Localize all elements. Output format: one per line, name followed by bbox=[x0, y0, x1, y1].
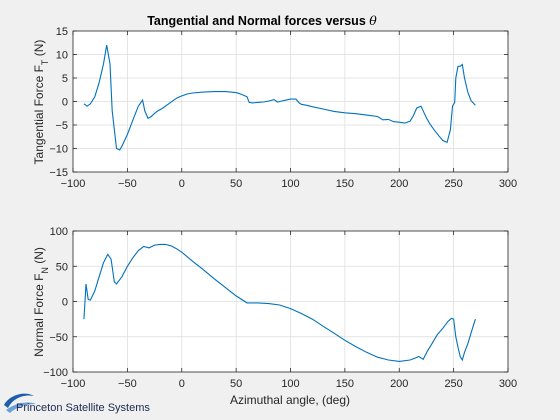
top-y-tick-label: −5 bbox=[55, 120, 68, 132]
bottom-x-tick-label: 50 bbox=[230, 378, 242, 390]
bottom-x-tick-label: −100 bbox=[61, 378, 86, 390]
bottom-y-tick-label: 50 bbox=[56, 261, 68, 273]
logo-swoosh-icon bbox=[4, 393, 34, 408]
top-x-tick-label: 250 bbox=[444, 178, 462, 190]
top-y-tick-label: 15 bbox=[56, 26, 68, 38]
bottom-y-tick-label: −100 bbox=[43, 367, 68, 379]
top-x-tick-label: −100 bbox=[61, 178, 86, 190]
bottom-series-line-f-n bbox=[83, 243, 476, 362]
top-chart-title: Tangential and Normal forces versus θ bbox=[147, 13, 377, 28]
bottom-x-tick-label: 250 bbox=[444, 378, 462, 390]
logo-text: Princeton Satellite Systems bbox=[16, 402, 150, 414]
top-x-tick-label: 50 bbox=[230, 178, 242, 190]
top-x-tick-label: −50 bbox=[118, 178, 137, 190]
bottom-y-tick-label: 0 bbox=[62, 297, 68, 309]
top-y-tick-label: 5 bbox=[62, 73, 68, 85]
top-y-axis-label-sub: T bbox=[40, 59, 50, 65]
bottom-y-axis-label-sub: N bbox=[40, 267, 50, 274]
top-series-line-f-t bbox=[83, 45, 476, 151]
bottom-axes: −100 −50 0 50 100 150 200 250 300 −100 −50 0 50 100 bbox=[43, 226, 517, 390]
bottom-x-tick-label: −50 bbox=[118, 378, 137, 390]
bottom-x-tick-label: 200 bbox=[390, 378, 408, 390]
top-y-axis-label-close: ) bbox=[32, 40, 46, 44]
top-x-tick-label: 150 bbox=[336, 178, 354, 190]
bottom-y-tick-label: 100 bbox=[50, 226, 68, 238]
logo-swoosh-icon-2 bbox=[6, 402, 36, 413]
top-y-tick-label: 10 bbox=[56, 50, 68, 62]
bottom-y-axis-label-close: ) bbox=[32, 247, 46, 251]
top-y-tick-label: −15 bbox=[49, 167, 68, 179]
bottom-x-tick-label: 100 bbox=[281, 378, 299, 390]
bottom-x-tick-label: 300 bbox=[499, 378, 517, 390]
top-y-axis-label: Tangential Force FT (N) bbox=[32, 40, 50, 165]
top-y-tick-label: −10 bbox=[49, 144, 68, 156]
top-x-tick-label: 200 bbox=[390, 178, 408, 190]
top-y-tick-label: 0 bbox=[62, 97, 68, 109]
bottom-y-axis-label: Normal Force FN (N) bbox=[32, 247, 50, 357]
top-chart-title-text: Tangential and Normal forces versus bbox=[147, 14, 366, 28]
bottom-x-tick-label: 150 bbox=[336, 378, 354, 390]
top-y-axis-label-text: Tangential Force F bbox=[32, 65, 46, 164]
bottom-y-axis-label-text: Normal Force F bbox=[32, 274, 46, 357]
top-x-tick-label: 300 bbox=[499, 178, 517, 190]
top-x-tick-label: 100 bbox=[281, 178, 299, 190]
top-chart-title-symbol: θ bbox=[369, 13, 377, 28]
bottom-x-tick-label: 0 bbox=[179, 378, 185, 390]
bottom-y-axis-label-open: (N bbox=[32, 251, 46, 267]
bottom-x-axis-label: Azimuthal angle, (deg) bbox=[230, 393, 350, 407]
bottom-y-tick-label: −50 bbox=[49, 332, 68, 344]
company-logo: Princeton Satellite Systems bbox=[4, 393, 150, 414]
top-x-tick-label: 0 bbox=[179, 178, 185, 190]
top-y-axis-label-open: (N bbox=[32, 44, 46, 60]
